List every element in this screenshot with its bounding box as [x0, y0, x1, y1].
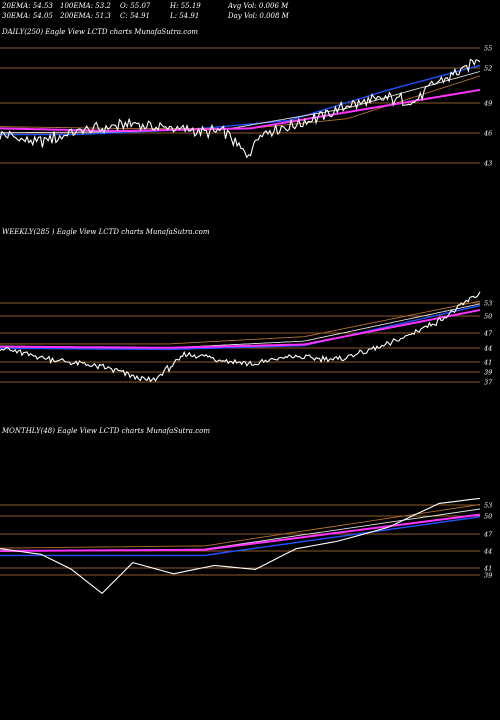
y-tick-label: 50: [484, 313, 492, 321]
header-avg-vol: Avg Vol: 0.006 M: [228, 2, 289, 10]
header-close: C: 54.91: [120, 12, 150, 20]
monthly-chart-title: MONTHLY(48) Eagle View LCTD charts Munaf…: [1, 427, 210, 435]
y-tick-label: 44: [483, 548, 492, 556]
y-tick-label: 49: [483, 100, 492, 108]
header-high: H: 55.19: [170, 2, 201, 10]
y-tick-label: 47: [483, 330, 493, 338]
y-tick-label: 52: [484, 65, 492, 73]
ema-line-magenta: [0, 88, 481, 132]
y-tick-label: 46: [483, 130, 492, 138]
y-tick-label: 41: [483, 359, 492, 367]
header-day-vol: Day Vol: 0.008 M: [228, 12, 289, 20]
header-open: O: 55.07: [120, 2, 151, 10]
ema-line-white: [0, 303, 481, 349]
ema-line-white: [0, 71, 481, 134]
header-ema30: 30EMA: 54.05: [2, 12, 53, 20]
ema-line-magenta: [0, 309, 481, 349]
ema-line-magenta: [0, 513, 481, 552]
daily-chart: 55 52 49 46 43: [0, 45, 492, 168]
header-ema200: 200EMA: 51.3: [60, 12, 111, 20]
ema-line-blue: [0, 516, 481, 557]
y-tick-label: 44: [483, 345, 492, 353]
ema-line-brown: [0, 504, 481, 549]
y-tick-label: 50: [484, 513, 492, 521]
y-tick-label: 47: [483, 531, 493, 539]
y-tick-label: 43: [483, 160, 492, 168]
y-tick-label: 53: [484, 502, 492, 510]
price-line: [0, 291, 481, 383]
price-line: [0, 497, 481, 595]
header-ema20: 20EMA: 54.53: [2, 2, 53, 10]
y-tick-label: 37: [484, 379, 493, 387]
ema-line-brown: [0, 300, 481, 345]
header-ema100: 100EMA: 53.2: [60, 2, 111, 10]
ema-line-blue: [0, 64, 481, 136]
daily-chart-title: DAILY(250) Eagle View LCTD charts Munafa…: [1, 28, 198, 36]
y-tick-label: 53: [484, 300, 492, 308]
weekly-chart: 53 50 47 44 41 39 37: [0, 291, 493, 387]
y-tick-label: 39: [484, 369, 492, 377]
header-low: L: 54.91: [170, 12, 200, 20]
weekly-chart-title: WEEKLY(285 ) Eagle View LCTD charts Muna…: [2, 228, 210, 236]
y-tick-label: 55: [484, 45, 492, 53]
ema-line-blue: [0, 304, 481, 351]
price-line: [0, 58, 481, 159]
y-tick-label: 41: [483, 565, 492, 573]
y-tick-label: 39: [484, 572, 492, 580]
